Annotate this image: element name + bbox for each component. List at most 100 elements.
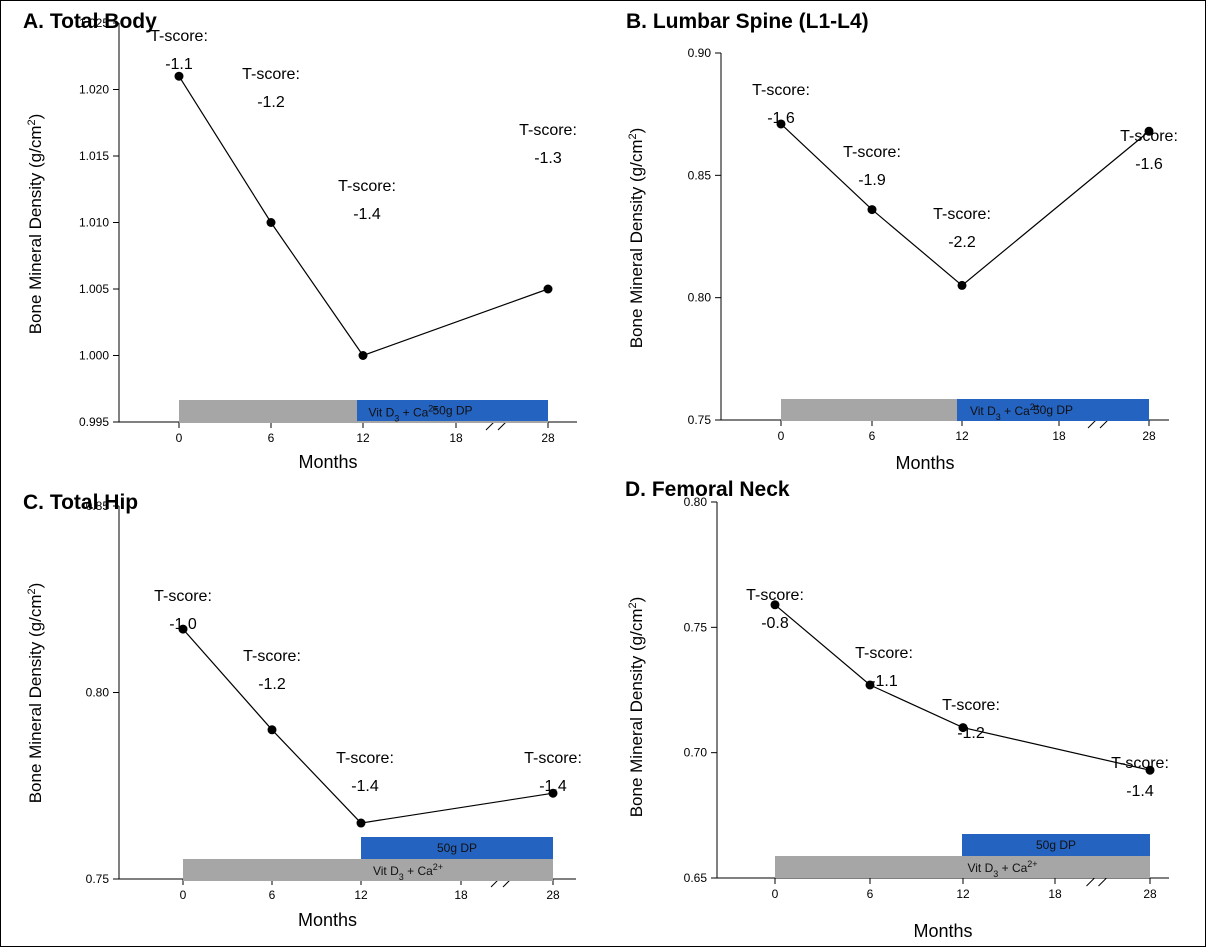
- data-point: [957, 280, 967, 290]
- annotation-label: T-score:: [752, 82, 810, 99]
- data-point: [543, 284, 553, 294]
- y-tick-label: 0.70: [684, 746, 708, 760]
- annotation-value: -1.4: [353, 206, 381, 223]
- data-point: [1144, 126, 1154, 136]
- annotation-label: T-score:: [243, 648, 301, 665]
- panel-d: D. Femoral Neck 0.65 0.70 0.75 0.80 0 6 12 18 28 5…: [625, 478, 1169, 941]
- annotation-value: -1.4: [351, 778, 379, 795]
- panel-c: C. Total Hip 0.75 0.80 0.85 0 6 12 18 28 50g DP Vi…: [23, 491, 582, 930]
- data-point: [867, 205, 877, 215]
- x-tick-label: 28: [546, 888, 560, 902]
- annotation-label: T-score:: [933, 206, 991, 223]
- y-axis-label: Bone Mineral Density (g/cm2): [627, 597, 646, 818]
- annotation-label: T-score:: [338, 178, 396, 195]
- annotation-value: -1.0: [169, 616, 197, 633]
- x-tick-label: 12: [956, 887, 970, 901]
- annotation-label: T-score:: [855, 645, 913, 662]
- panel-title: A. Total Body: [23, 10, 157, 33]
- data-point: [174, 71, 184, 81]
- y-tick-label: 1.020: [79, 83, 109, 97]
- x-tick-label: 28: [1143, 887, 1157, 901]
- treatment-bar: [962, 834, 1150, 856]
- supplement-bar-label: Vit D3 + Ca2+: [373, 862, 443, 882]
- y-tick-label: 1.025: [79, 16, 109, 30]
- y-tick-label: 0.85: [688, 168, 712, 182]
- data-point: [865, 680, 875, 690]
- x-tick-label: 6: [869, 429, 876, 443]
- x-axis-label: Months: [298, 452, 357, 472]
- data-point: [958, 723, 968, 733]
- y-tick-label: 1.010: [79, 216, 109, 230]
- supplement-bar-label: Vit D3 + Ca2+: [368, 404, 438, 424]
- treatment-bar: [361, 837, 553, 859]
- series-line: [774, 604, 1151, 771]
- annotation-value: -1.1: [870, 673, 898, 690]
- x-tick-label: 12: [354, 888, 368, 902]
- x-tick-label: 18: [449, 431, 463, 445]
- annotation-label: T-score:: [746, 587, 804, 604]
- annotation-value: -1.6: [1135, 156, 1163, 173]
- y-tick-label: 0.90: [688, 46, 712, 60]
- x-tick-label: 18: [1048, 887, 1062, 901]
- annotation-label: T-score:: [843, 144, 901, 161]
- annotation-value: -1.2: [258, 676, 286, 693]
- y-tick-label: 0.75: [86, 872, 110, 886]
- data-point: [267, 725, 277, 735]
- annotation-label: T-score:: [519, 122, 577, 139]
- y-tick-label: 0.80: [684, 495, 708, 509]
- y-tick-label: 0.995: [79, 415, 109, 429]
- annotation-value: -1.9: [858, 172, 886, 189]
- y-tick-label: 0.75: [688, 413, 712, 427]
- x-tick-label: 12: [356, 431, 370, 445]
- panel-a: A. Total Body 0.995 1.000 1.005 1.010 1.015 1.…: [23, 10, 577, 472]
- data-point: [178, 624, 188, 634]
- x-tick-label: 28: [1142, 429, 1156, 443]
- x-axis-label: Months: [913, 921, 972, 941]
- x-tick-label: 18: [454, 888, 468, 902]
- x-axis-label: Months: [895, 453, 954, 473]
- annotation-value: -1.2: [257, 94, 285, 111]
- x-tick-label: 28: [541, 431, 555, 445]
- y-tick-label: 0.80: [688, 291, 712, 305]
- data-point: [776, 119, 786, 129]
- x-axis-label: Months: [298, 910, 357, 930]
- supplement-bar-label: Vit D3 + Ca2+: [967, 859, 1037, 879]
- panel-b: B. Lumbar Spine (L1-L4) 0.75 0.80 0.85 0.90 0…: [626, 10, 1178, 473]
- x-tick-label: 0: [180, 888, 187, 902]
- y-tick-label: 1.000: [79, 349, 109, 363]
- y-tick-label: 0.65: [684, 871, 708, 885]
- x-tick-label: 0: [772, 887, 779, 901]
- treatment-bar: [357, 400, 548, 421]
- y-tick-label: 1.005: [79, 282, 109, 296]
- y-axis-label: Bone Mineral Density (g/cm2): [26, 114, 45, 335]
- y-tick-label: 0.80: [86, 686, 110, 700]
- annotation-value: -2.2: [948, 234, 976, 251]
- data-point: [770, 600, 780, 610]
- data-point: [548, 788, 558, 798]
- annotation-label: T-score:: [942, 697, 1000, 714]
- panel-title: D. Femoral Neck: [625, 478, 790, 501]
- data-point: [356, 818, 366, 828]
- annotation-label: T-score:: [150, 28, 208, 45]
- series-line: [182, 628, 554, 824]
- annotation-value: -1.2: [957, 725, 985, 742]
- supplement-bar-label: Vit D3 + Ca2+: [970, 402, 1040, 422]
- annotation-value: -0.8: [761, 615, 789, 632]
- data-point: [1145, 765, 1155, 775]
- treatment-bar-label: 50g DP: [1036, 838, 1076, 852]
- x-tick-label: 0: [778, 429, 785, 443]
- annotation-label: T-score:: [1120, 128, 1178, 145]
- annotation-label: T-score:: [1111, 755, 1169, 772]
- y-axis-label: Bone Mineral Density (g/cm2): [627, 128, 646, 349]
- x-tick-label: 12: [955, 429, 969, 443]
- x-tick-label: 18: [1052, 429, 1066, 443]
- annotation-label: T-score:: [154, 588, 212, 605]
- annotation-value: -1.3: [534, 150, 562, 167]
- x-tick-label: 6: [867, 887, 874, 901]
- y-tick-label: 0.85: [86, 499, 110, 513]
- data-point: [266, 218, 276, 227]
- annotation-value: -1.4: [1126, 783, 1154, 800]
- treatment-bar-label: 50g DP: [432, 404, 472, 418]
